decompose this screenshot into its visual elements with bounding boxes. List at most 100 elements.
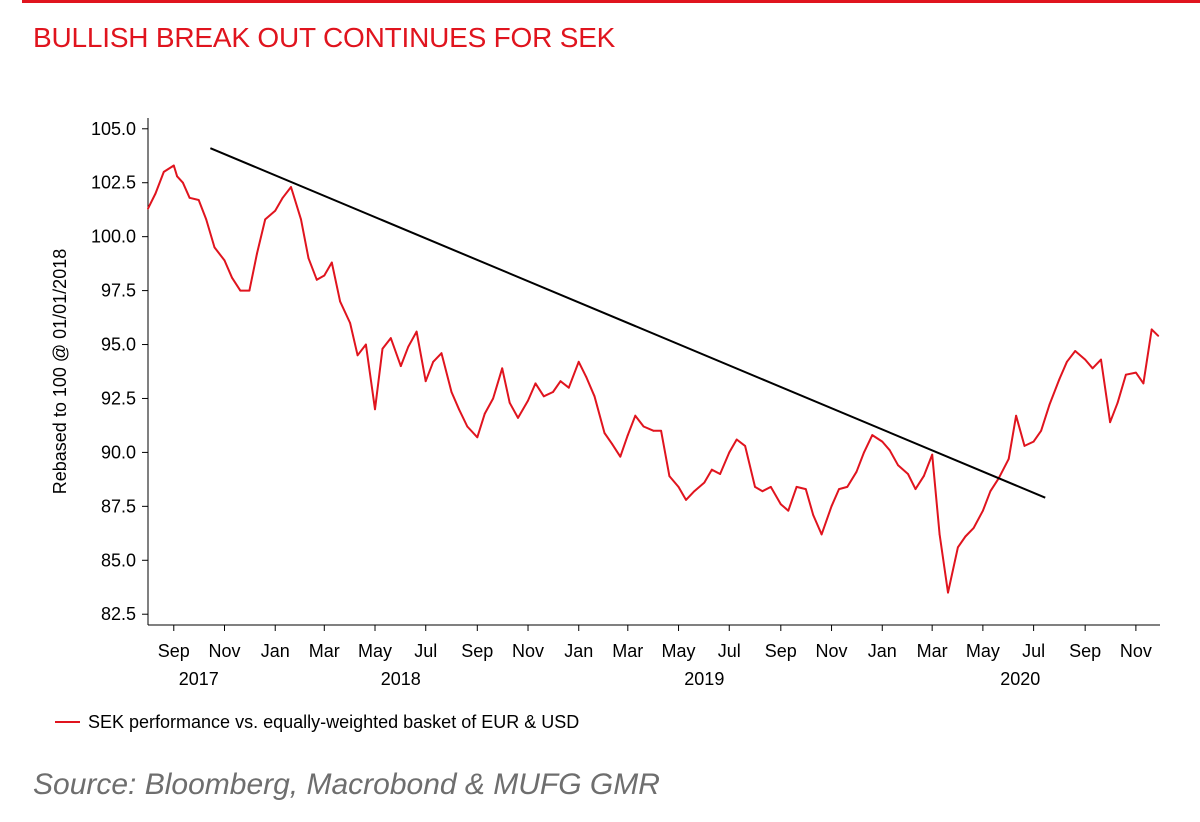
legend-label: SEK performance vs. equally-weighted bas… bbox=[88, 712, 579, 732]
series-sek-point bbox=[982, 509, 984, 512]
x-year-label: 2019 bbox=[684, 669, 724, 689]
trend-line bbox=[209, 147, 1046, 499]
series-sek-point bbox=[897, 464, 899, 467]
series-sek-point bbox=[339, 300, 341, 303]
series-sek-point bbox=[1066, 360, 1068, 363]
series-sek-point bbox=[660, 429, 662, 432]
series-sek-point bbox=[466, 425, 469, 428]
series-sek-point bbox=[517, 417, 519, 419]
y-tick-label: 100.0 bbox=[91, 227, 136, 247]
y-tick-label: 85.0 bbox=[101, 550, 136, 570]
chart-title: BULLISH BREAK OUT CONTINUES FOR SEK bbox=[33, 22, 616, 53]
series-sek-point bbox=[593, 395, 596, 398]
series-sek-point bbox=[476, 436, 479, 439]
series-sek-point bbox=[407, 345, 410, 348]
series-sek-point bbox=[248, 289, 251, 292]
series-sek-point bbox=[626, 434, 629, 436]
series-sek-point bbox=[744, 445, 746, 447]
series-sek-point bbox=[197, 199, 200, 201]
source-note: Source: Bloomberg, Macrobond & MUFG GMR bbox=[33, 768, 660, 801]
series-sek-point bbox=[231, 276, 233, 279]
series-sek-point bbox=[703, 481, 706, 484]
x-tick-label: Jan bbox=[868, 641, 897, 661]
series-sek-point bbox=[855, 470, 858, 473]
x-tick-label: Sep bbox=[461, 641, 493, 661]
series-sek-line bbox=[147, 164, 1160, 594]
x-tick-label: May bbox=[358, 641, 392, 661]
series-sek-point bbox=[323, 274, 326, 277]
series-sek-point bbox=[769, 486, 772, 488]
series-sek-point bbox=[330, 261, 333, 264]
series-sek-point bbox=[501, 367, 504, 370]
series-sek-point bbox=[508, 401, 511, 404]
series-sek-point bbox=[450, 391, 453, 393]
series-sek-point bbox=[213, 246, 216, 249]
series-sek-point bbox=[685, 499, 687, 501]
series-sek-point bbox=[492, 397, 494, 400]
series-sek-point bbox=[603, 432, 606, 434]
series-sek-point bbox=[1074, 350, 1077, 352]
series-sek-point bbox=[399, 365, 402, 367]
series-sek-point bbox=[972, 527, 975, 529]
series-sek-point bbox=[374, 408, 376, 411]
series-sek-point bbox=[761, 490, 764, 493]
legend: SEK performance vs. equally-weighted bas… bbox=[55, 712, 579, 732]
series-sek-point bbox=[1091, 367, 1094, 370]
series-sek-point bbox=[881, 440, 884, 443]
series-sek-point bbox=[804, 488, 807, 490]
series-sek-point bbox=[1157, 335, 1160, 337]
series-sek-point bbox=[693, 490, 696, 493]
series-sek-point bbox=[1109, 421, 1111, 424]
y-axis-title: Rebased to 100 @ 01/01/2018 bbox=[50, 249, 70, 494]
series-sek-point bbox=[458, 408, 460, 411]
series-sek-point bbox=[795, 486, 798, 488]
series-sek-point bbox=[1015, 414, 1017, 417]
series-sek-point bbox=[1100, 358, 1102, 361]
series-sek-point bbox=[415, 330, 418, 333]
x-tick-label: Jan bbox=[261, 641, 290, 661]
x-year-label: 2020 bbox=[1000, 669, 1040, 689]
series-sek-point bbox=[863, 451, 865, 454]
series-sek-point bbox=[1048, 404, 1051, 406]
x-tick-label: Mar bbox=[309, 641, 340, 661]
series-sek-point bbox=[389, 337, 392, 339]
series-sek-point bbox=[634, 414, 637, 417]
x-tick-label: Sep bbox=[158, 641, 190, 661]
series-sek-point bbox=[710, 468, 713, 471]
series-sek-point bbox=[619, 455, 622, 458]
x-tick-label: Mar bbox=[917, 641, 948, 661]
series-sek-point bbox=[838, 488, 840, 490]
series-sek-point bbox=[365, 343, 367, 346]
y-tick-label: 97.5 bbox=[101, 281, 136, 301]
series-sek-point bbox=[989, 490, 992, 493]
y-tick-label: 87.5 bbox=[101, 496, 136, 516]
series-sek-point bbox=[914, 488, 917, 490]
series-sek-point bbox=[172, 164, 175, 167]
series-sek-point bbox=[356, 354, 359, 357]
y-tick-label: 105.0 bbox=[91, 119, 136, 139]
series-sek-point bbox=[274, 209, 277, 212]
x-tick-label: Nov bbox=[816, 641, 848, 661]
series-sek-point bbox=[938, 533, 941, 536]
series-sek-point bbox=[1040, 429, 1042, 432]
series-sek-point bbox=[424, 380, 427, 383]
series-sek-point bbox=[642, 425, 645, 428]
series-sek-point bbox=[888, 449, 891, 452]
series-sek-point bbox=[812, 514, 815, 516]
x-tick-label: Nov bbox=[1120, 641, 1152, 661]
series-sek-point bbox=[256, 253, 258, 255]
series-sek-point bbox=[188, 196, 191, 199]
series-sek-point bbox=[1142, 382, 1145, 385]
series-sek-point bbox=[668, 475, 671, 477]
series-sek-point bbox=[611, 442, 613, 445]
series-sek-point bbox=[552, 391, 554, 393]
series-sek-point bbox=[542, 395, 545, 398]
x-tick-label: Jul bbox=[414, 641, 437, 661]
series-sek-point bbox=[957, 546, 959, 549]
x-tick-label: Nov bbox=[208, 641, 240, 661]
plot-area: 82.5 85.0 87.5 90.0 92.5 95.0 97.5 100.0 102.5 10… bbox=[50, 118, 1160, 689]
series-sek-point bbox=[182, 181, 184, 184]
x-tick-label: Jan bbox=[564, 641, 593, 661]
series-sek-point bbox=[907, 473, 909, 475]
x-tick-label: May bbox=[662, 641, 696, 661]
